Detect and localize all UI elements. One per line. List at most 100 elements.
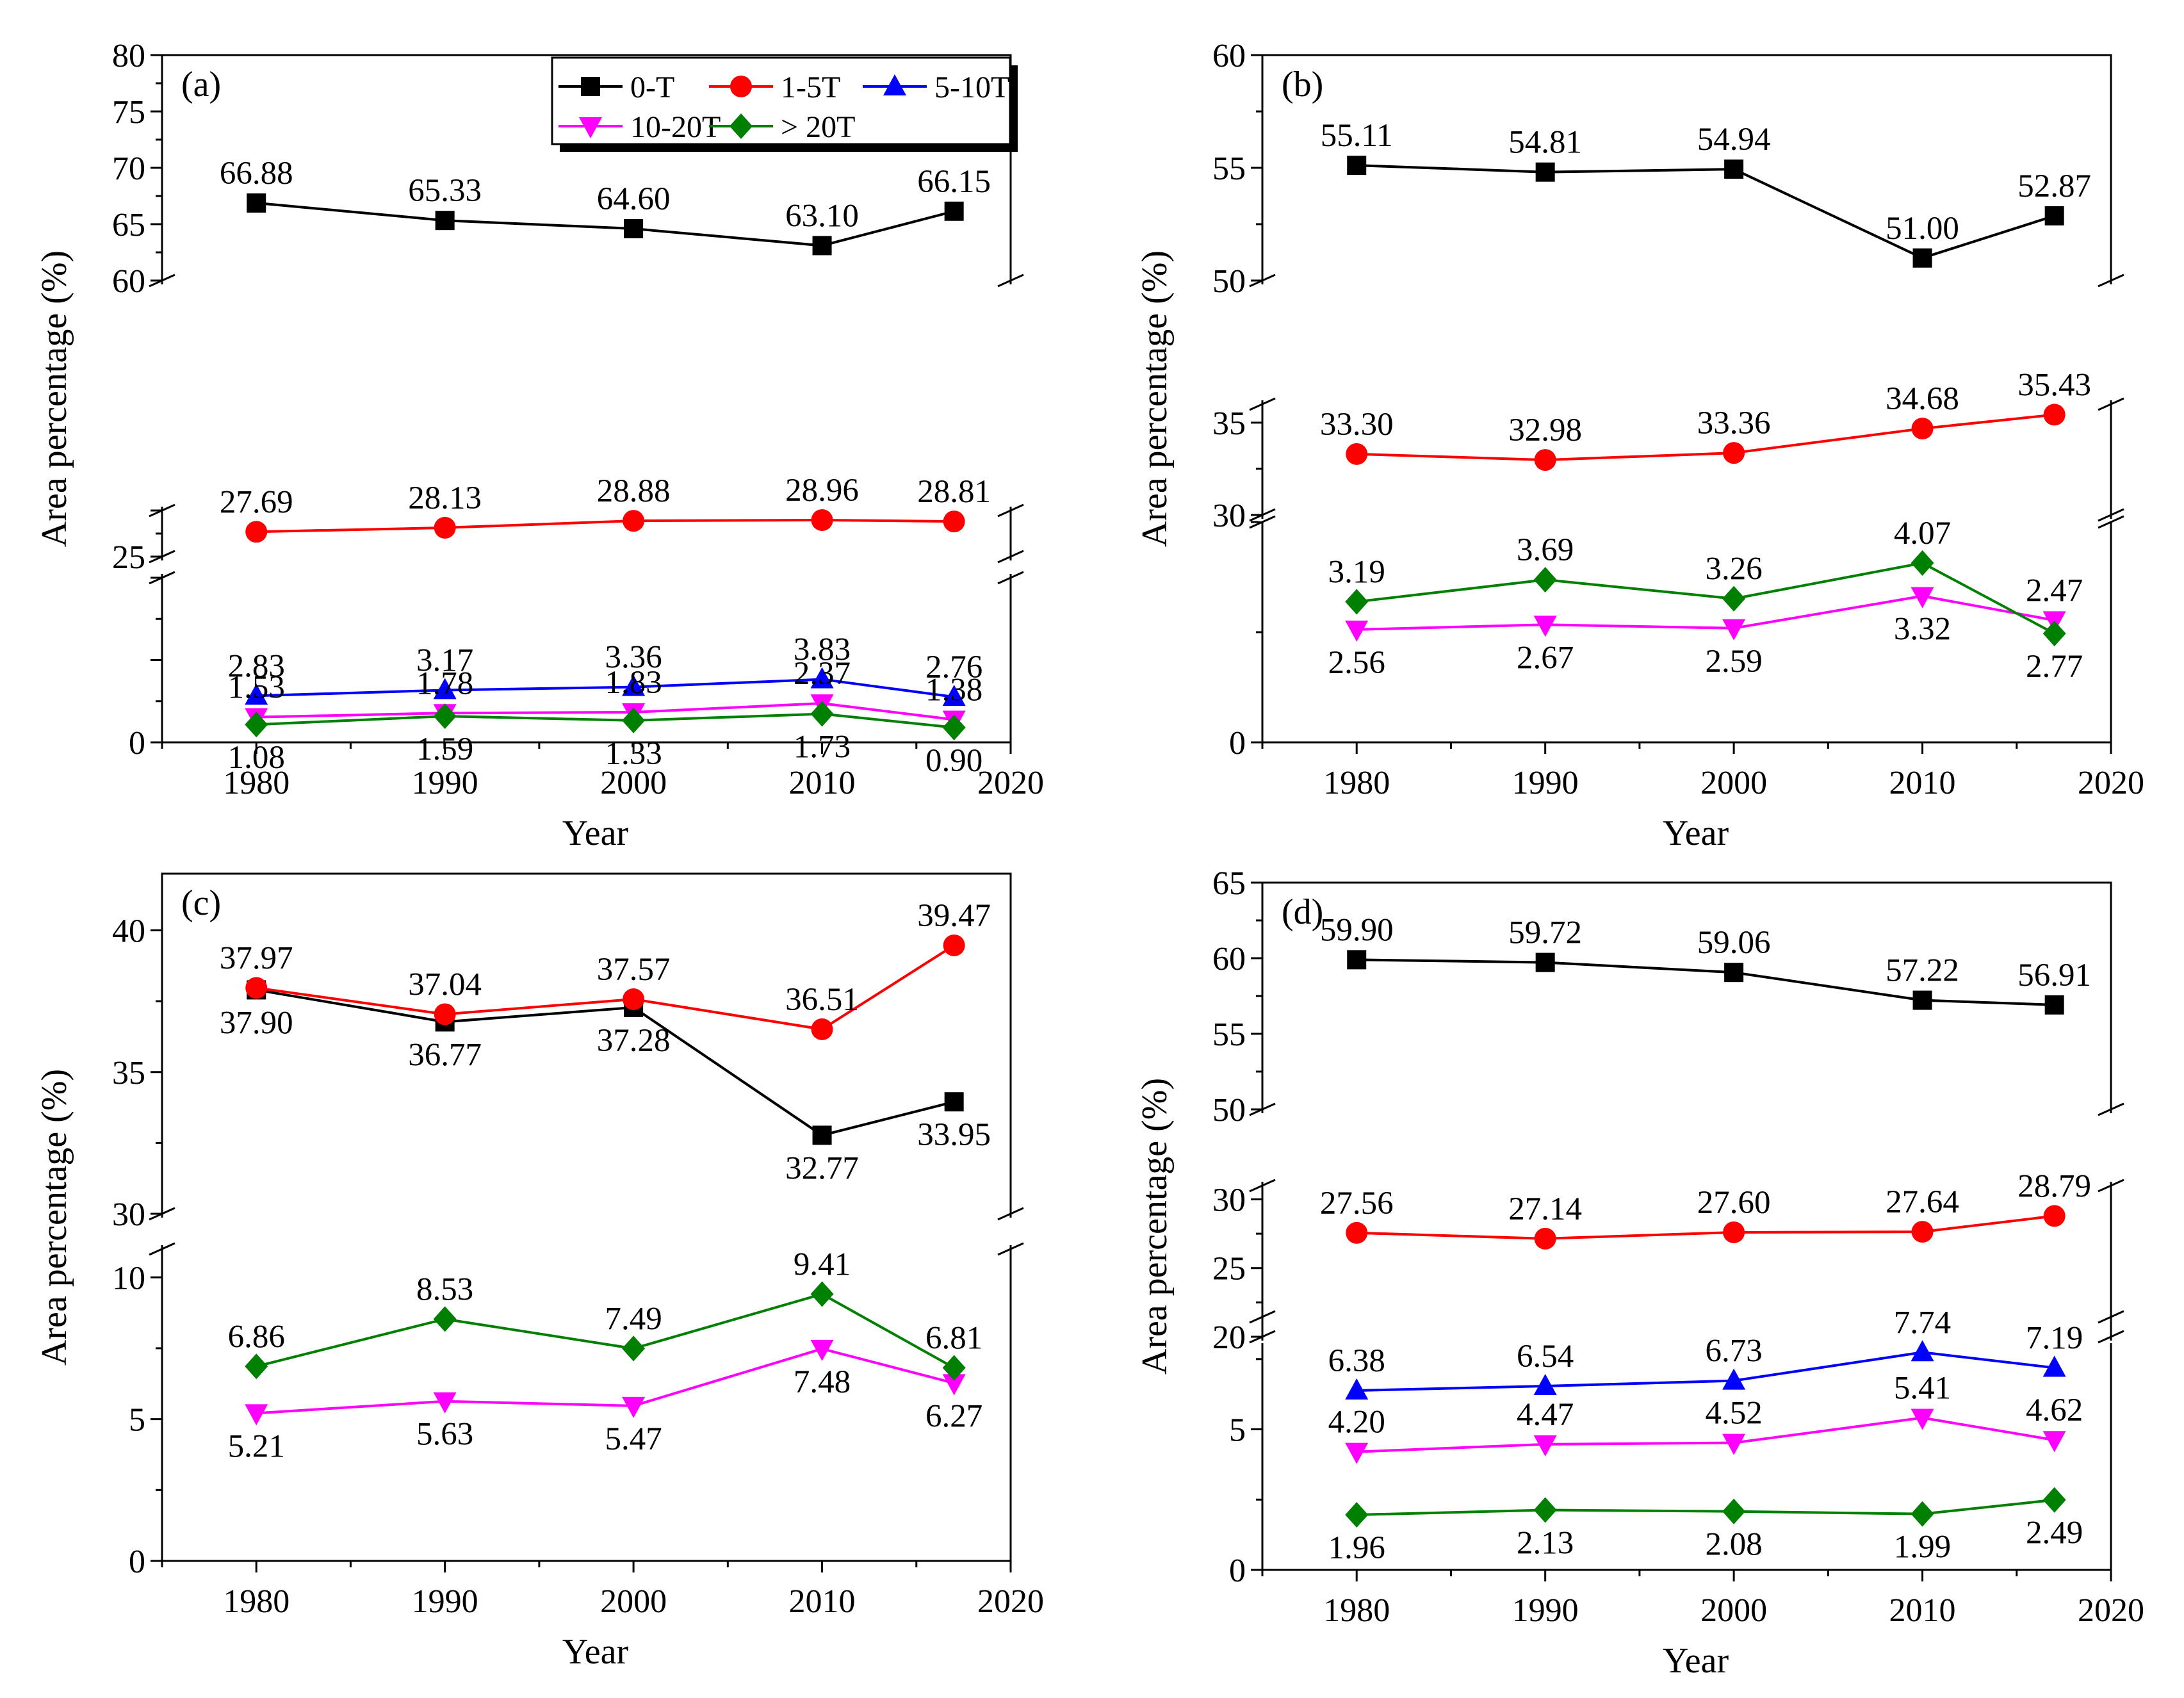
data-label: 66.88 (220, 156, 293, 192)
data-label: 37.04 (408, 967, 482, 1002)
plot-frame (1261, 881, 2112, 1571)
panel-c: 1980 1990 2000 2010 2020 0 5 10 30 35 40 Year Area p… (35, 872, 1044, 1672)
data-label: 66.15 (917, 164, 991, 200)
data-label: 1.33 (605, 736, 662, 772)
legend-swatch-marker (581, 77, 600, 96)
x-tick-label: 1990 (412, 1583, 478, 1620)
data-label: 34.68 (1886, 381, 1959, 417)
data-point (1346, 1221, 1368, 1244)
data-point (1722, 585, 1746, 612)
data-label: 36.77 (408, 1037, 482, 1073)
data-point (434, 516, 456, 539)
data-point (810, 1339, 834, 1361)
data-point (245, 1404, 268, 1426)
y-tick-label: 80 (112, 38, 145, 74)
data-label: 52.87 (2017, 168, 2091, 204)
series-10-20t: 5.21 5.63 5.47 7.48 6.27 (228, 1339, 982, 1464)
data-label: 6.73 (1705, 1334, 1762, 1369)
series-10-20t: 2.56 2.67 2.59 3.32 2.47 (1328, 573, 2083, 680)
x-tick-label: 1990 (1512, 1592, 1579, 1629)
data-label: 36.51 (785, 982, 859, 1018)
data-label: 33.30 (1320, 407, 1394, 443)
data-point (2042, 1355, 2066, 1377)
data-label: 2.49 (2026, 1515, 2083, 1551)
x-tick-label: 2010 (789, 765, 856, 801)
data-point (1911, 1501, 1934, 1527)
y-tick-label: 10 (112, 1260, 145, 1296)
axis-break-mark (997, 571, 1024, 585)
data-label: 2.59 (1705, 644, 1762, 680)
data-point (1535, 162, 1555, 182)
x-tick-label: 2000 (1700, 765, 1767, 801)
data-label: 6.38 (1328, 1343, 1385, 1379)
data-label: 65.33 (408, 173, 482, 209)
data-label: 33.95 (917, 1117, 991, 1153)
series-5-10t: 6.38 6.54 6.73 7.74 7.19 (1328, 1305, 2083, 1400)
series-0-t: 55.11 54.81 54.94 51.00 52.87 (1321, 118, 2091, 268)
y-axis-title: Area percentage (%) (1135, 250, 1175, 547)
axis-break-mark (2098, 1330, 2124, 1344)
axis-break-mark (149, 1207, 175, 1221)
data-label: 6.81 (925, 1321, 982, 1357)
data-point (1534, 1227, 1556, 1250)
data-label: 27.64 (1886, 1184, 1959, 1220)
data-label: 7.49 (605, 1301, 662, 1337)
series-5-10t: 2.83 3.17 3.36 3.83 2.76 (228, 632, 982, 706)
x-tick-label: 2020 (2078, 765, 2144, 801)
data-point (434, 1003, 456, 1025)
series-1-5t: 37.97 37.04 37.57 36.51 39.47 (220, 898, 991, 1040)
data-point (942, 1355, 966, 1381)
plot-frame (1261, 54, 2112, 744)
data-point (2042, 1431, 2066, 1453)
y-tick-label: 0 (1229, 1553, 1246, 1589)
data-point (622, 674, 646, 696)
axis-break-mark (1249, 1179, 1276, 1193)
data-point (2043, 404, 2066, 426)
data-point (811, 509, 833, 531)
panel-label: (d) (1282, 892, 1323, 932)
legend-label: 0-T (630, 70, 674, 104)
data-label: 4.07 (1894, 516, 1951, 551)
x-tick-label: 2000 (600, 765, 667, 801)
data-label: 32.77 (785, 1150, 859, 1186)
y-tick-label: 5 (1229, 1412, 1246, 1449)
axis-break-mark (149, 550, 175, 564)
axis-break-mark (997, 1207, 1024, 1221)
data-label: 2.83 (228, 648, 285, 684)
data-label: 3.83 (794, 632, 851, 668)
data-label: 39.47 (917, 898, 991, 934)
series-20t: 1.08 1.59 1.33 1.73 0.90 (228, 701, 982, 779)
axis-break-mark (149, 273, 175, 288)
data-point (942, 714, 966, 740)
panel-label: (b) (1282, 65, 1323, 104)
data-label: 3.69 (1517, 532, 1574, 568)
data-point (812, 236, 832, 256)
x-tick-label: 1980 (223, 765, 289, 801)
data-point (1722, 1368, 1746, 1390)
x-tick-label: 2020 (2078, 1592, 2144, 1629)
axis-break-mark (149, 1242, 175, 1256)
axis-break-mark (149, 503, 175, 518)
data-point (1722, 619, 1746, 641)
x-axis-title: Year (562, 813, 629, 853)
y-tick-label: 5 (129, 1402, 145, 1439)
data-point (1723, 1221, 1745, 1243)
data-label: 1.53 (228, 670, 285, 706)
axis-break-mark (2098, 1102, 2124, 1116)
x-tick-label: 2020 (977, 765, 1044, 801)
data-label: 1.83 (605, 665, 662, 701)
axis-break-mark (2098, 1310, 2124, 1324)
data-label: 0.90 (925, 743, 982, 779)
data-label: 27.69 (220, 484, 293, 520)
data-label: 55.11 (1321, 118, 1393, 154)
plot-frame (161, 872, 1012, 1562)
y-tick-label: 55 (1212, 1016, 1246, 1053)
x-tick-label: 1980 (1323, 1592, 1390, 1629)
axis-break-mark (1249, 1330, 1276, 1344)
data-point (622, 707, 646, 733)
panel-label: (c) (181, 883, 221, 923)
data-point (1345, 1378, 1369, 1400)
y-tick-label: 30 (1212, 498, 1246, 534)
data-point (1911, 1340, 1934, 1362)
